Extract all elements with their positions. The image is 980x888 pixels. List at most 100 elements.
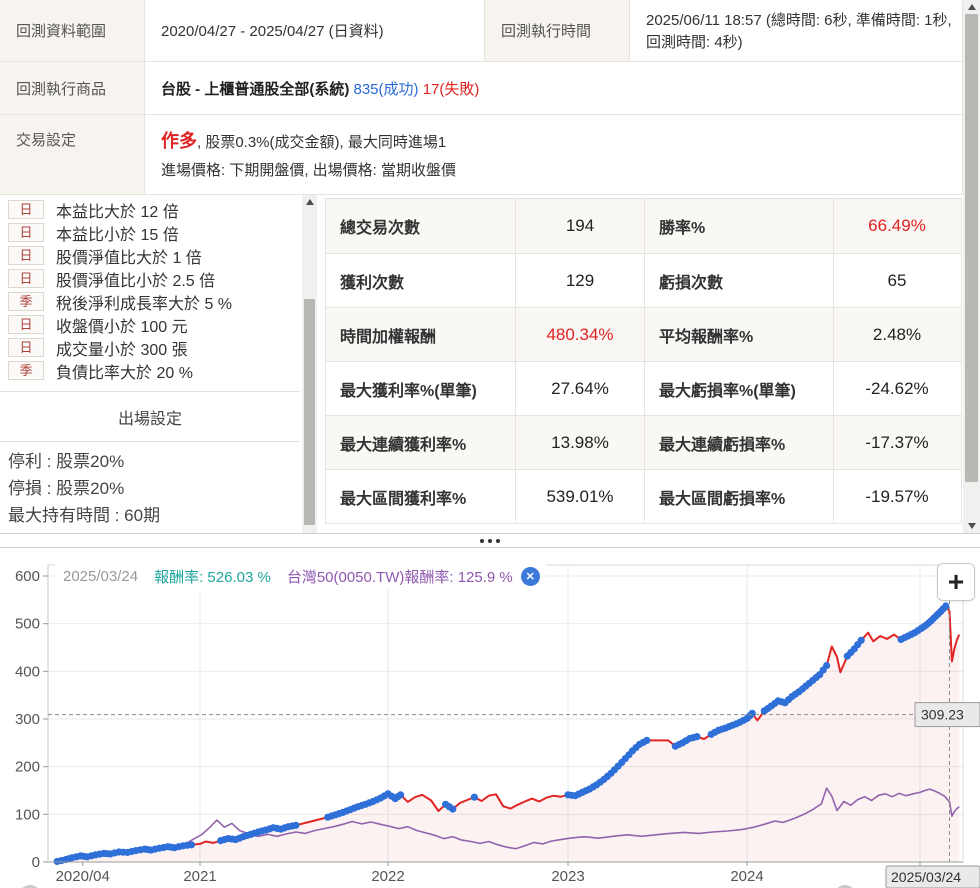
scroll-down-icon[interactable]	[963, 519, 980, 533]
svg-text:2020/04: 2020/04	[56, 868, 110, 885]
exit-settings-header: 出場設定	[0, 391, 300, 442]
svg-text:2023: 2023	[551, 868, 584, 885]
drag-handle-icon	[480, 538, 484, 543]
exec-time-label: 回測執行時間	[485, 0, 630, 62]
condition-item: 季 負債比率大於 20 %	[0, 359, 300, 382]
frequency-badge: 日	[8, 223, 44, 242]
trade-settings-line1: 作多, 股票0.3%(成交金額), 最大同時進場1	[161, 127, 962, 157]
svg-text:309.23: 309.23	[921, 707, 964, 723]
stop-loss-line: 停損 : 股票20%	[8, 479, 125, 498]
stat-label: 時間加權報酬	[326, 308, 516, 361]
condition-item: 日 本益比小於 15 倍	[0, 221, 300, 244]
svg-text:300: 300	[15, 711, 40, 728]
frequency-badge: 日	[8, 246, 44, 265]
condition-text: 稅後淨利成長率大於 5 %	[56, 295, 233, 313]
frequency-badge: 季	[8, 361, 44, 380]
svg-text:500: 500	[15, 616, 40, 633]
stat-label: 最大連續獲利率%	[326, 416, 516, 469]
condition-text: 股價淨值比小於 2.5 倍	[56, 272, 216, 290]
stat-value: 66.49%	[868, 216, 926, 235]
condition-list: 日 本益比大於 12 倍 日 本益比小於 15 倍 日 股價淨值比大於 1 倍 …	[0, 198, 300, 382]
stat-label: 獲利次數	[326, 254, 516, 307]
plus-icon: +	[947, 566, 965, 597]
product-fail-count: 17(失敗)	[422, 81, 480, 98]
svg-text:400: 400	[15, 663, 40, 680]
condition-item: 日 本益比大於 12 倍	[0, 198, 300, 221]
main-scrollbar[interactable]	[963, 0, 980, 533]
condition-text: 負債比率大於 20 %	[56, 364, 193, 382]
product-name: 台股 - 上櫃普通股全部(系統)	[161, 81, 350, 98]
stat-value: 194	[516, 199, 645, 253]
stat-value: 129	[516, 254, 645, 307]
equity-curve-chart[interactable]: 0 100 200 300 400 500 600 2020/04 2021 2022 2023 20…	[0, 548, 980, 888]
condition-item: 日 股價淨值比大於 1 倍	[0, 244, 300, 267]
stat-value: -17.37%	[865, 432, 929, 452]
left-scrollbar-thumb[interactable]	[304, 299, 315, 525]
svg-text:100: 100	[15, 806, 40, 823]
drag-handle-icon	[496, 538, 500, 543]
drag-handle-icon	[488, 538, 492, 543]
strategy-return-legend: 報酬率: 526.03 %	[154, 569, 271, 586]
left-panel-scrollbar[interactable]	[302, 195, 317, 533]
crosshair-date-label: 2025/03/24	[63, 568, 139, 585]
svg-text:2025/03/24: 2025/03/24	[891, 869, 961, 885]
product-label: 回測執行商品	[0, 62, 145, 115]
stat-value: -24.62%	[865, 378, 929, 398]
stat-value: 480.34%	[516, 308, 645, 361]
svg-text:600: 600	[15, 568, 40, 585]
stat-label: 平均報酬率%	[645, 308, 834, 361]
svg-text:2024: 2024	[730, 868, 763, 885]
product-success-count: 835(成功)	[353, 81, 419, 98]
benchmark-return-legend: 台灣50(0050.TW)報酬率: 125.9 %	[286, 569, 513, 586]
condition-text: 收盤價小於 100 元	[56, 318, 188, 336]
stats-row: 獲利次數 129 虧損次數 65	[326, 253, 961, 307]
remove-benchmark-icon[interactable]: ✕	[520, 567, 540, 586]
product-value: 台股 - 上櫃普通股全部(系統) 835(成功) 17(失敗)	[145, 62, 963, 115]
chart-legend: 2025/03/24 報酬率: 526.03 % 台灣50(0050.TW)報酬…	[55, 563, 546, 590]
stat-value: 27.64%	[516, 362, 645, 415]
frequency-badge: 日	[8, 269, 44, 288]
zoom-in-button[interactable]: +	[937, 563, 975, 601]
scroll-up-icon[interactable]	[302, 195, 317, 209]
panel-splitter[interactable]	[0, 533, 980, 548]
stat-label: 勝率%	[645, 199, 834, 253]
range-value: 2020/04/27 - 2025/04/27 (日資料)	[145, 0, 485, 62]
stats-row: 最大連續獲利率% 13.98% 最大連續虧損率% -17.37%	[326, 415, 961, 469]
frequency-badge: 日	[8, 315, 44, 334]
stats-row: 最大區間獲利率% 539.01% 最大區間虧損率% -19.57%	[326, 469, 961, 523]
svg-text:0: 0	[32, 854, 40, 871]
take-profit-line: 停利 : 股票20%	[8, 452, 125, 471]
chart-canvas[interactable]: 0 100 200 300 400 500 600 2020/04 2021 2022 2023 20…	[0, 548, 980, 888]
stat-value: 65	[887, 270, 907, 290]
performance-stats-table: 總交易次數 194 勝率% 66.49% 獲利次數 129 虧損次數 65 時間…	[325, 198, 962, 524]
svg-text:200: 200	[15, 759, 40, 776]
stat-value: -19.57%	[865, 486, 929, 506]
trade-settings-label: 交易設定	[0, 115, 145, 195]
condition-item: 日 成交量小於 300 張	[0, 336, 300, 359]
frequency-badge: 季	[8, 292, 44, 311]
trade-settings-line2: 進場價格: 下期開盤價, 出場價格: 當期收盤價	[161, 162, 457, 179]
trade-settings-value: 作多, 股票0.3%(成交金額), 最大同時進場1 進場價格: 下期開盤價, 出…	[145, 115, 963, 195]
max-holding-line: 最大持有時間 : 60期	[8, 506, 161, 525]
condition-text: 本益比大於 12 倍	[56, 203, 179, 221]
stat-label: 最大區間獲利率%	[326, 470, 516, 523]
stat-label: 最大連續虧損率%	[645, 416, 834, 469]
condition-text: 股價淨值比大於 1 倍	[56, 249, 202, 267]
scroll-up-icon[interactable]	[963, 0, 980, 14]
condition-text: 成交量小於 300 張	[56, 341, 188, 359]
stats-row: 時間加權報酬 480.34% 平均報酬率% 2.48%	[326, 307, 961, 361]
stat-value: 539.01%	[516, 470, 645, 523]
svg-text:2022: 2022	[371, 868, 404, 885]
main-scrollbar-thumb[interactable]	[965, 14, 978, 482]
stat-label: 最大區間虧損率%	[645, 470, 834, 523]
stat-label: 最大獲利率%(單筆)	[326, 362, 516, 415]
stats-row: 最大獲利率%(單筆) 27.64% 最大虧損率%(單筆) -24.62%	[326, 361, 961, 415]
frequency-badge: 日	[8, 338, 44, 357]
stat-label: 最大虧損率%(單筆)	[645, 362, 834, 415]
exec-time-value: 2025/06/11 18:57 (總時間: 6秒, 準備時間: 1秒, 回測時…	[630, 0, 963, 62]
stat-label: 虧損次數	[645, 254, 834, 307]
condition-text: 本益比小於 15 倍	[56, 226, 179, 244]
trade-params: , 股票0.3%(成交金額), 最大同時進場1	[197, 134, 447, 151]
condition-item: 季 稅後淨利成長率大於 5 %	[0, 290, 300, 313]
